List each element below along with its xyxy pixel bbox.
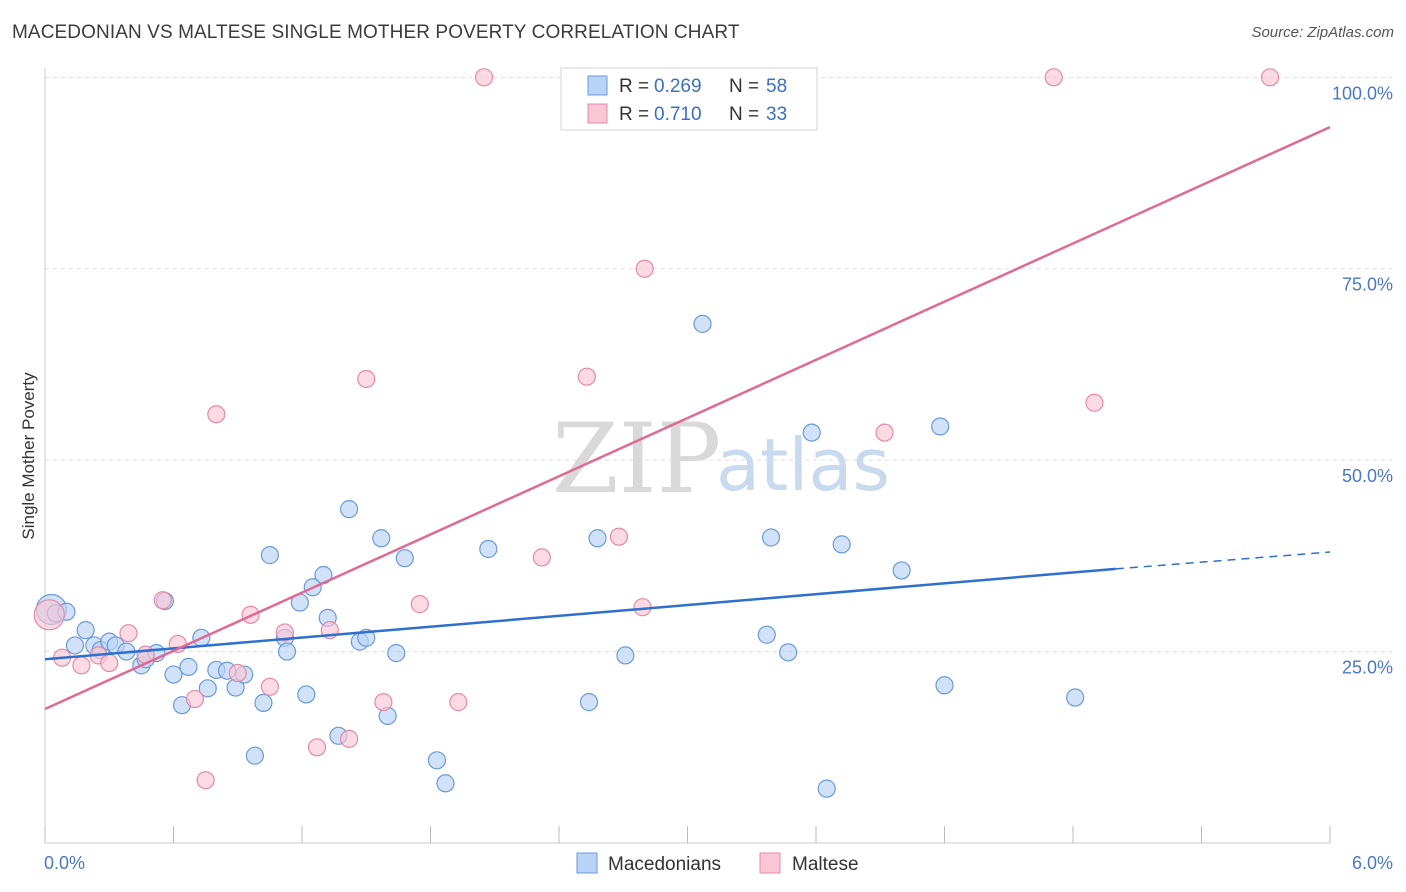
legend-n-label-maltese: N = [729,104,759,125]
macedonians-point [277,642,297,661]
macedonians-point [198,679,217,698]
maltese-trend-line [44,125,1331,711]
legend-swatch-macedonians [587,75,608,96]
maltese-point [72,656,91,675]
legend-r-value-maltese: 0.710 [654,104,702,125]
macedonians-point [1066,688,1085,707]
maltese-point [228,663,247,683]
maltese-point [260,677,279,696]
macedonians-point [757,625,776,644]
bottom-legend: Macedonians Maltese [576,852,859,875]
macedonians-point [340,500,359,519]
macedonians-point [76,621,95,640]
y-tick-label: 50.0% [1342,466,1393,486]
maltese-point [307,738,327,757]
macedonians-point [693,314,712,333]
macedonians-point [164,665,183,684]
macedonians-point [817,779,836,798]
macedonians-point [387,644,406,663]
maltese-point [1085,393,1104,412]
maltese-point [410,595,429,614]
bottom-legend-swatch-maltese [759,852,781,874]
maltese-point [275,623,294,642]
watermark-zip: ZIP [552,403,721,515]
maltese-point [532,548,551,567]
legend: R = 0.269 N = 58 R = 0.710 N = 33 [560,67,818,131]
macedonians-point [579,693,599,712]
y-axis-label: Single Mother Poverty [19,372,38,540]
maltese-point [100,653,119,673]
macedonians-point [802,423,821,442]
macedonians-point [245,746,264,765]
macedonians-point [395,549,414,568]
y-tick-label: 100.0% [1332,83,1393,103]
trend-lines [44,125,1331,711]
x-tick-label-max: 6.0% [1352,853,1393,873]
macedonians-point [931,417,950,436]
maltese-point [153,591,172,610]
legend-r-label-macedonians: R = [619,76,649,97]
macedonians-point [65,636,85,655]
macedonians-point [254,693,273,712]
chart-title: MACEDONIAN VS MALTESE SINGLE MOTHER POVE… [12,22,740,43]
maltese-point [474,68,494,87]
maltese-point [635,259,654,278]
maltese-point [196,771,215,790]
maltese-point [577,367,596,386]
legend-n-value-macedonians: 58 [766,76,787,97]
legend-n-label-macedonians: N = [729,76,759,97]
bottom-legend-maltese: Maltese [792,854,859,875]
grid-lines [45,76,1392,653]
y-tick-labels: 25.0% 50.0% 75.0% 100.0% [1332,83,1393,677]
axes [44,68,1331,844]
macedonians-point [436,774,455,793]
legend-r-label-maltese: R = [619,104,649,125]
maltese-point [609,527,629,546]
macedonians-point [179,657,198,676]
macedonians-point [260,546,279,565]
x-tick-label-min: 0.0% [44,853,85,873]
bottom-legend-swatch-macedonians [576,852,598,874]
macedonians-point [372,529,391,548]
maltese-point [119,624,138,643]
macedonians-trend-extension [1115,551,1331,570]
maltese-point [185,689,205,709]
macedonians-point [588,529,607,548]
maltese-point [1260,68,1280,87]
maltese-point [207,405,226,424]
macedonians-point [832,535,851,554]
maltese-point [374,693,393,712]
y-tick-label: 75.0% [1342,275,1393,295]
watermark-atlas: atlas [716,423,890,507]
macedonians-point [779,643,798,662]
macedonians-trend-line [44,567,1116,661]
macedonians-point [297,685,316,704]
source-label: Source: ZipAtlas.com [1251,24,1394,41]
maltese-point [33,599,65,631]
maltese-point [340,729,359,748]
x-tick-labels: 0.0% 6.0% [44,853,1393,873]
macedonians-point [479,539,498,559]
macedonians-point [761,528,781,547]
legend-r-value-macedonians: 0.269 [654,76,702,97]
maltese-point [449,693,468,712]
maltese-point [1044,68,1063,87]
macedonians-point [616,646,635,665]
macedonians-point [892,561,911,580]
maltese-point [875,423,894,442]
macedonians-point [427,751,447,770]
bottom-legend-macedonians: Macedonians [608,854,721,875]
macedonians-point [935,676,954,695]
legend-n-value-maltese: 33 [766,104,787,125]
y-tick-label: 25.0% [1342,658,1393,678]
maltese-point [357,369,376,389]
watermark: ZIP atlas [552,403,890,515]
legend-swatch-maltese [587,103,608,124]
